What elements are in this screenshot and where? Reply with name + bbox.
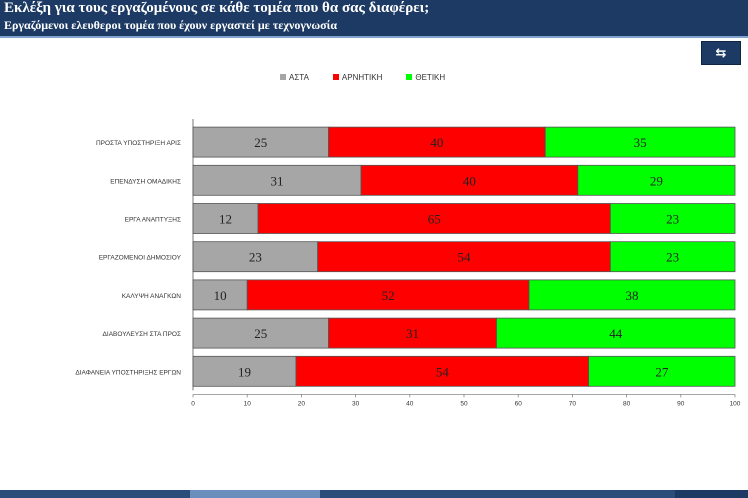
data-label: 38 xyxy=(626,288,639,303)
x-tick-label: 70 xyxy=(569,400,577,407)
category-label: ΕΡΓΑΖΟΜΕΝΟΙ ΔΗΜΟΣΙΟΥ xyxy=(99,255,182,262)
bar-segment-2 xyxy=(246,279,530,311)
x-tick-label: 30 xyxy=(352,400,360,407)
data-label: 31 xyxy=(406,326,419,341)
back-button[interactable]: ⇆ xyxy=(701,41,741,65)
bar-segment-3 xyxy=(609,241,736,273)
data-label: 23 xyxy=(249,250,262,265)
data-label: 31 xyxy=(271,173,284,188)
x-tick-label: 90 xyxy=(677,400,685,407)
bar-segment-3 xyxy=(528,279,736,311)
bar-segment-1 xyxy=(192,355,297,387)
category-label: ΠΡΟΣΤΑ ΥΠΟΣΤΗΡΙΞΗ ΑΡΙΣ xyxy=(96,140,181,147)
x-tick-label: 10 xyxy=(244,400,252,407)
bar-segment-1 xyxy=(192,317,329,349)
data-label: 54 xyxy=(436,364,450,379)
data-label: 40 xyxy=(463,173,476,188)
bar-segment-1 xyxy=(192,279,248,311)
bar-segment-2 xyxy=(257,203,611,234)
bottom-nav-segment xyxy=(190,490,320,498)
bottom-nav-strip xyxy=(0,490,748,498)
bar-segment-3 xyxy=(588,355,736,387)
category-label: ΔΙΑΒΟΥΛΕΥΣΗ ΣΤΑ ΠΡΟΣ xyxy=(103,331,181,338)
x-tick-label: 40 xyxy=(406,400,414,407)
category-label: ΔΙΑΦΑΝΕΙΑ ΥΠΟΣΤΗΡΙΞΗΣ ΕΡΓΩΝ xyxy=(75,369,181,376)
data-label: 23 xyxy=(666,250,679,265)
legend-item-series-1: ΑΣΤΑ xyxy=(280,73,309,82)
category-label: ΕΡΓΑ ΑΝΑΠΤΥΞΗΣ xyxy=(125,217,181,224)
page-title: Εκλέξη για τους εργαζομένους σε κάθε τομ… xyxy=(4,0,430,16)
x-tick-label: 0 xyxy=(191,400,195,407)
data-label: 27 xyxy=(655,364,669,379)
data-label: 19 xyxy=(238,364,251,379)
x-tick-label: 20 xyxy=(298,400,306,407)
data-label: 25 xyxy=(254,326,267,341)
category-label: ΚΑΛΥΨΗ ΑΝΑΓΚΩΝ xyxy=(122,293,182,300)
category-label: ΕΠΕΝΔΥΣΗ ΟΜΑΔΙΚΗΣ xyxy=(110,178,181,185)
data-label: 54 xyxy=(458,250,472,265)
data-label: 35 xyxy=(634,135,647,150)
legend-item-series-2: ΑΡΝΗΤΙΚΗ xyxy=(332,72,383,82)
data-label: 25 xyxy=(254,135,267,150)
bottom-nav-segment xyxy=(675,490,748,498)
x-tick-label: 100 xyxy=(730,400,741,407)
bar-segment-2 xyxy=(317,241,611,273)
bar-segment-1 xyxy=(192,126,329,158)
bar-segment-2 xyxy=(328,317,497,349)
legend-swatch-series-1 xyxy=(280,74,286,80)
data-label: 44 xyxy=(609,326,623,341)
page-subtitle: Εργαζόμενοι ελευθεροι τομέα που έχουν ερ… xyxy=(4,18,338,32)
data-label: 40 xyxy=(430,135,443,150)
bar-segment-3 xyxy=(496,317,736,349)
data-label: 12 xyxy=(219,212,232,227)
header-bar: Εκλέξη για τους εργαζομένους σε κάθε τομ… xyxy=(0,0,748,38)
x-tick-label: 80 xyxy=(623,400,631,407)
bar-segment-3 xyxy=(609,203,736,234)
data-label: 29 xyxy=(650,173,663,188)
legend-label-series-3: ΘΕΤΙΚΗ xyxy=(415,72,446,82)
legend-label-series-2: ΑΡΝΗΤΙΚΗ xyxy=(341,72,383,82)
swap-arrows-icon: ⇆ xyxy=(715,45,727,60)
legend-swatch-series-2 xyxy=(332,74,339,80)
bar-segment-1 xyxy=(192,203,259,234)
bar-segment-1 xyxy=(192,164,362,196)
legend-label-series-1: ΑΣΤΑ xyxy=(289,72,309,82)
chart-legend: ΑΣΤΑ ΑΡΝΗΤΙΚΗ ΘΕΤΙΚΗ xyxy=(280,70,445,84)
bar-segment-3 xyxy=(577,164,736,196)
data-label: 52 xyxy=(382,288,395,303)
bar-segment-1 xyxy=(192,241,319,273)
data-label: 23 xyxy=(666,212,679,227)
bar-segment-3 xyxy=(544,126,736,158)
data-label: 10 xyxy=(214,288,227,303)
legend-swatch-series-3 xyxy=(406,74,413,80)
legend-item-series-3: ΘΕΤΙΚΗ xyxy=(406,73,445,82)
bar-segment-2 xyxy=(328,126,546,158)
data-label: 65 xyxy=(428,212,441,227)
bar-segment-2 xyxy=(295,355,590,387)
x-tick-label: 50 xyxy=(460,400,468,407)
x-tick-label: 60 xyxy=(515,400,523,407)
bar-segment-2 xyxy=(360,164,579,196)
